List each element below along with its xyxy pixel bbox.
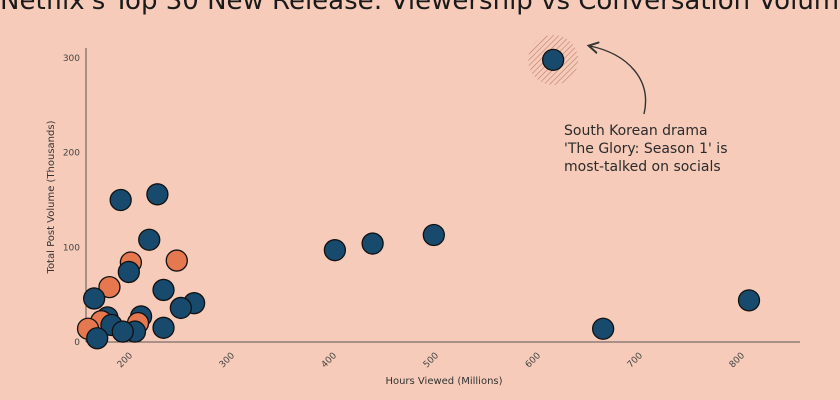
chart-title: Netflix's Top 30 New Release: Viewership… xyxy=(0,0,840,16)
scatter-point xyxy=(737,289,761,312)
annotation-text: 'The Glory: Season 1' is xyxy=(564,141,727,157)
scatter-point xyxy=(138,228,161,251)
annotation-text: most-talked on socials xyxy=(564,159,721,175)
scatter-point xyxy=(146,183,169,206)
scatter-point xyxy=(169,296,193,320)
scatter-point xyxy=(152,316,175,339)
scatter-point xyxy=(109,188,132,212)
x-tick-label: 300 xyxy=(218,351,237,370)
scatter-point xyxy=(86,327,109,350)
x-axis-title: Hours Viewed (Millions) xyxy=(385,376,502,387)
x-tick-label: 600 xyxy=(524,351,543,370)
scatter-point xyxy=(111,320,134,343)
scatter-point xyxy=(323,239,347,262)
annotation-arrow xyxy=(590,46,647,115)
x-tick-label: 400 xyxy=(320,351,339,370)
x-tick-label: 800 xyxy=(728,351,747,370)
y-tick-label: 300 xyxy=(63,54,80,64)
scatter-point xyxy=(361,232,384,255)
annotation-text: South Korean drama xyxy=(564,123,708,139)
y-tick-label: 0 xyxy=(74,338,80,348)
x-tick-label: 200 xyxy=(116,351,135,370)
y-tick-label: 100 xyxy=(63,243,80,253)
scatter-point xyxy=(98,275,121,299)
scatter-point xyxy=(542,48,565,72)
scatter-point xyxy=(117,260,140,284)
y-axis-title: Total Post Volume (Thousands) xyxy=(46,120,57,274)
scatter-point xyxy=(422,223,445,247)
scatter-point xyxy=(165,249,188,272)
y-tick-label: 200 xyxy=(63,149,80,159)
scatter-point xyxy=(152,278,175,302)
x-tick-label: 500 xyxy=(422,351,441,370)
x-tick-label: 700 xyxy=(626,351,645,370)
scatter-point xyxy=(591,317,615,340)
scatter-point xyxy=(83,287,106,310)
